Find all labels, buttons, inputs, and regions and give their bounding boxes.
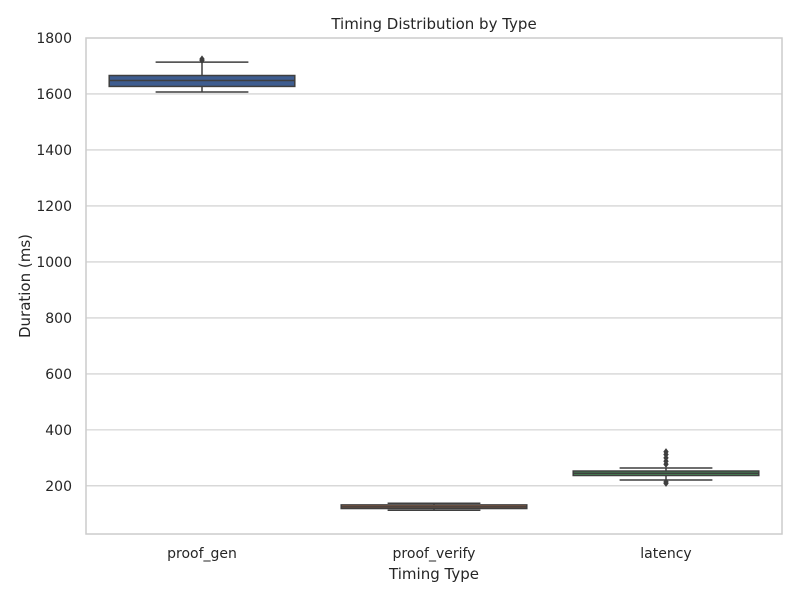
- x-tick-labels: proof_gen proof_verify latency: [167, 546, 692, 562]
- x-tick-label: proof_gen: [167, 546, 237, 562]
- x-axis-label: Timing Type: [388, 565, 479, 583]
- box-proof_verify: [340, 502, 528, 511]
- y-tick-label: 1200: [36, 199, 72, 215]
- y-tick-labels: 200 400 600 800 1000 1200 1400 1600 1800: [36, 31, 72, 495]
- boxes: [108, 55, 760, 511]
- plot-frame: [85, 37, 783, 535]
- y-tick-label: 1000: [36, 255, 72, 271]
- box-latency: [572, 448, 760, 487]
- y-tick-label: 1400: [36, 143, 72, 159]
- box-proof_gen: [108, 55, 296, 93]
- outlier-point: [663, 448, 669, 456]
- y-tick-label: 1600: [36, 87, 72, 103]
- y-tick-label: 800: [45, 311, 72, 327]
- outlier-point: [199, 55, 205, 63]
- gridlines: [86, 37, 782, 487]
- x-tick-label: latency: [640, 546, 691, 562]
- outlier-point: [663, 478, 669, 486]
- y-tick-label: 600: [45, 367, 72, 383]
- y-tick-label: 1800: [36, 31, 72, 47]
- y-axis-label: Duration (ms): [16, 234, 34, 338]
- x-tick-label: proof_verify: [393, 546, 476, 562]
- y-tick-label: 400: [45, 423, 72, 439]
- y-tick-label: 200: [45, 479, 72, 495]
- chart-title: Timing Distribution by Type: [330, 15, 536, 33]
